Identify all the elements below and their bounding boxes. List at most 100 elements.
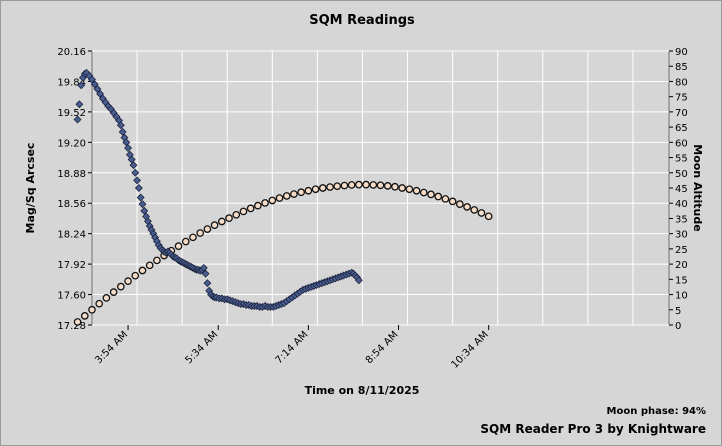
sqm-point [134,184,143,192]
right-tick-label: 40 [675,199,688,210]
right-tick-label: 50 [675,169,688,180]
sqm-point [136,193,145,202]
left-tick-label: 19.20 [57,138,86,149]
moon-point [376,181,385,190]
moon-point [153,256,161,265]
sqm-series [73,68,363,311]
sqm-point [77,81,86,90]
sqm-point [199,263,208,272]
chart-title: SQM Readings [309,13,415,28]
moon-point [391,182,399,191]
left-tick-label: 17.92 [57,260,86,271]
moon-point [196,229,205,237]
moon-point [210,221,219,229]
moon-point [419,188,428,197]
right-tick-label: 10 [675,291,688,302]
moon-point [102,294,111,302]
right-axis-label: Moon Altitude [691,144,704,231]
x-axis-label: Time on 8/11/2025 [305,384,420,397]
sqm-point [118,127,127,136]
moon-point [304,186,313,195]
right-tick-label: 60 [675,138,688,149]
sqm-point [88,75,96,84]
sqm-point [73,115,82,124]
left-tick-label: 17.28 [57,321,86,332]
left-tick-label: 19.84 [57,77,86,88]
x-tick-label: 3:54 AM [93,329,130,366]
sqm-point [138,200,147,209]
moon-point [217,217,226,226]
moon-point [109,288,118,296]
moon-point [232,210,241,219]
right-tick-label: 55 [675,154,688,165]
sqm-point [124,144,133,153]
sqm-point [127,155,136,164]
right-tick-label: 45 [675,184,688,195]
sqm-point [354,276,363,285]
moon-point [463,203,471,211]
grid-lines [92,50,669,326]
right-tick-label: 75 [675,93,688,104]
right-tick-label: 80 [675,77,688,88]
sqm-point [201,269,210,278]
moon-point [470,206,479,214]
sqm-point [203,279,212,288]
moon-point [405,185,414,194]
moon-point [138,266,147,275]
moon-point [441,195,450,203]
moon-point [355,180,363,189]
moon-point [117,282,125,291]
right-axis-ticks: 0 5 10 15 20 25 30 35 40 45 50 55 60 65 70 75 80 85 90 [669,47,688,332]
moon-point [225,214,233,222]
moon-point [398,184,406,192]
moon-point [282,192,291,200]
moon-point [484,212,493,221]
moon-point [340,181,349,190]
right-tick-label: 15 [675,275,688,286]
sqm-point [131,168,140,177]
right-tick-label: 0 [675,321,681,332]
left-tick-label: 18.56 [57,199,86,210]
right-tick-label: 20 [675,260,688,271]
moon-point [347,181,356,189]
moon-point [181,237,190,246]
moon-point [427,190,435,199]
moon-point [326,183,334,191]
moon-point [290,190,298,198]
moon-point [261,199,269,207]
moon-point [73,318,82,326]
moon-point [124,277,132,286]
moon-point [275,194,284,202]
moon-point [333,182,342,191]
sqm-point [116,121,125,130]
right-tick-label: 70 [675,108,688,119]
moon-phase-text: Moon phase: 94% [607,406,706,417]
moon-point [448,197,457,206]
right-tick-label: 35 [675,214,688,225]
sqm-point [75,100,84,109]
moon-point [131,271,140,280]
moon-point [246,204,255,213]
left-tick-label: 18.24 [57,230,86,241]
moon-point [254,201,262,210]
x-tick-label: 5:34 AM [183,329,220,366]
sqm-point [129,161,138,170]
right-tick-label: 5 [675,306,681,317]
moon-point [412,186,421,195]
moon-point [268,196,277,205]
moon-point [297,188,306,197]
right-tick-label: 65 [675,123,688,134]
moon-point [369,181,378,189]
moon-point [88,305,96,314]
moon-point [455,200,464,208]
moon-point [174,242,183,250]
moon-point [434,192,443,201]
moon-point [362,180,370,189]
right-tick-label: 30 [675,230,688,241]
moon-point [477,209,486,217]
moon-point [311,185,320,194]
sqm-point [122,138,131,147]
left-axis-label: Mag/Sq Arcsec [24,143,37,234]
x-tick-label: 8:54 AM [364,329,401,366]
